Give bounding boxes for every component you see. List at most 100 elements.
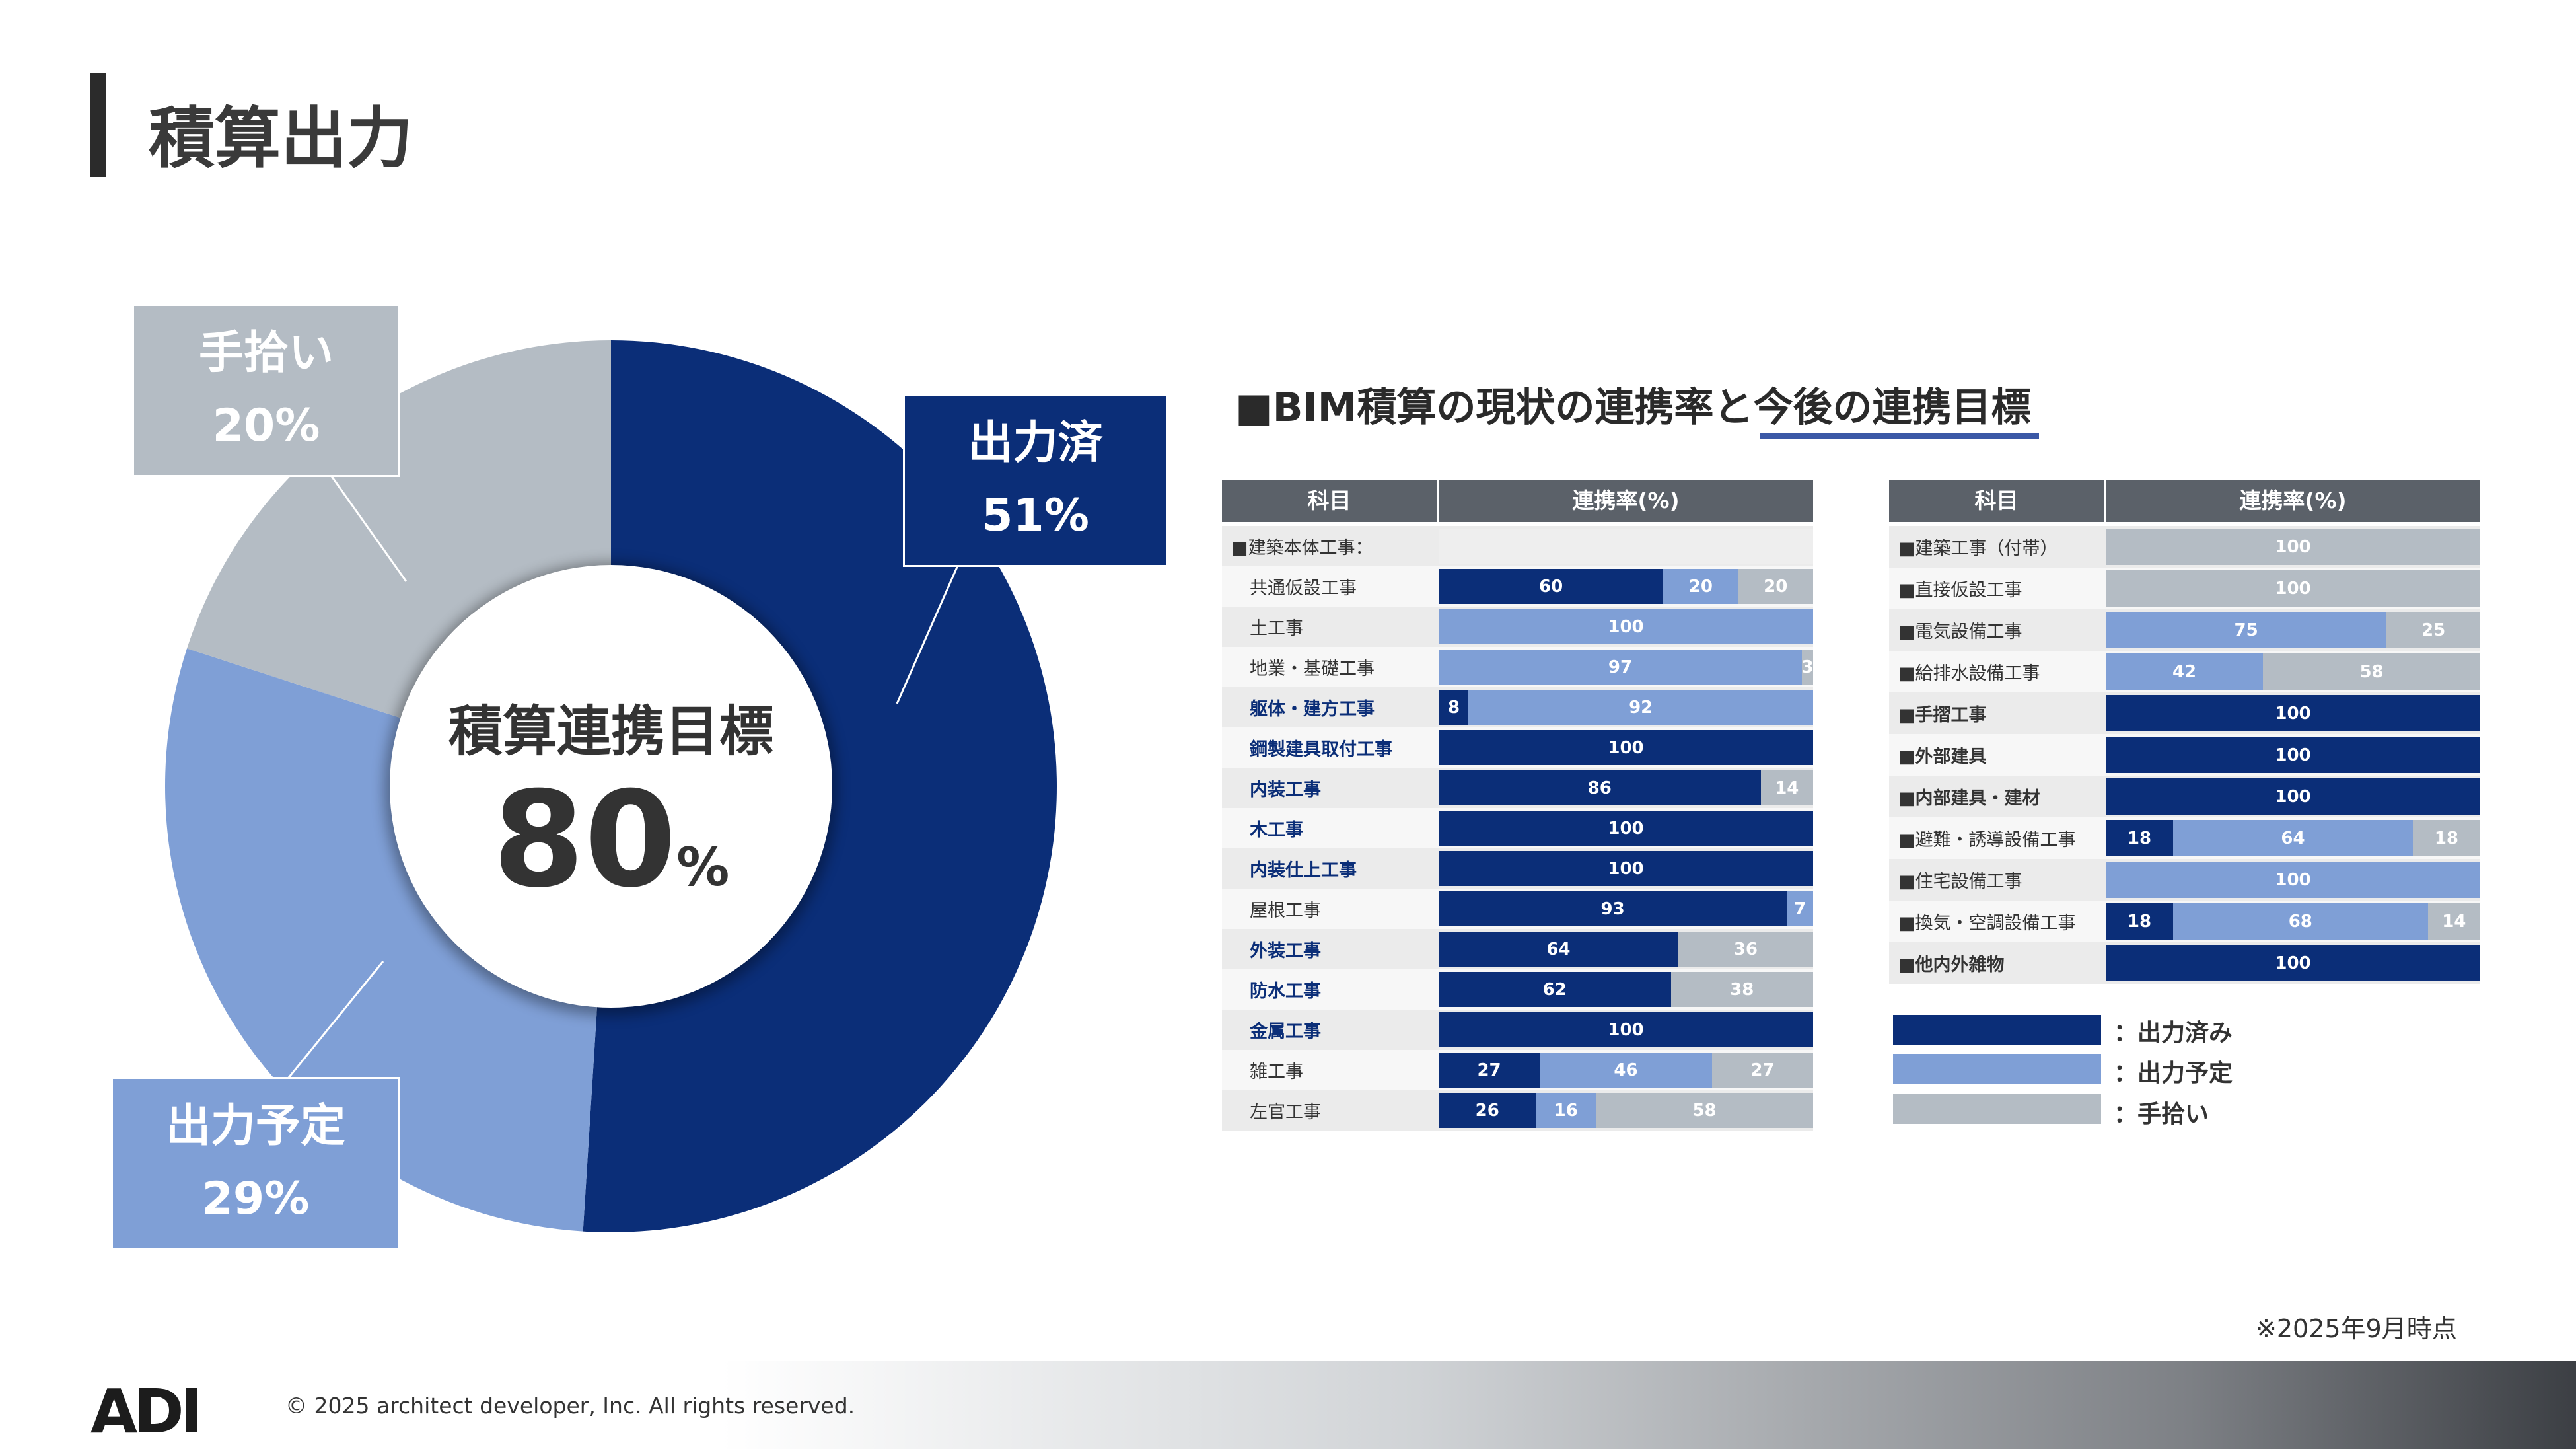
bar-segment-manual: 58 (2263, 653, 2480, 690)
bar-segment-done: 8 (1439, 690, 1469, 725)
stacked-bar: 86 14 (1439, 770, 1813, 805)
bar-segment-manual: 100 (2106, 570, 2480, 607)
table-row: 金属工事 100 (1222, 1010, 1813, 1050)
row-label: ■建築工事（付帯） (1898, 539, 2058, 559)
donut-center-value: 80% (380, 763, 842, 917)
table-row: ■住宅設備工事 100 (1889, 859, 2480, 901)
row-label: ■建築本体工事： (1231, 538, 1373, 558)
bar-segment-planned: 97 (1439, 650, 1802, 685)
company-logo: ADI (90, 1376, 203, 1447)
row-label: 土工事 (1250, 618, 1303, 639)
row-label: 金属工事 (1250, 1022, 1321, 1042)
title-accent-bar (90, 73, 106, 177)
stacked-bar: 100 (2106, 862, 2480, 898)
table-header: 科目 連携率(%) (1222, 480, 1813, 522)
legend-label-planned: ：出力予定 (2114, 1060, 2233, 1087)
bar-segment-planned: 42 (2106, 653, 2264, 690)
rate-table-left: 科目 連携率(%) ■建築本体工事： 共通仮設工事 60 20 20 土工事 100 地業・基… (1222, 480, 1813, 1131)
stacked-bar: 100 (1439, 730, 1813, 765)
bar-segment-done: 18 (2106, 820, 2174, 856)
stacked-bar: 18 64 18 (2106, 820, 2480, 856)
legend-swatch-planned (1893, 1054, 2101, 1084)
table-row: ■給排水設備工事 42 58 (1889, 651, 2480, 692)
bar-segment-done: 93 (1439, 891, 1787, 926)
row-label: ■避難・誘導設備工事 (1898, 830, 2076, 850)
bar-segment-manual: 3 (1801, 650, 1813, 685)
row-label: 雑工事 (1250, 1062, 1303, 1082)
bar-segment-planned: 64 (2173, 820, 2413, 856)
row-label: 内装工事 (1250, 780, 1321, 800)
bar-segment-done: 100 (2106, 945, 2480, 981)
header-subject: 科目 (1974, 488, 2019, 513)
leader-line-done (896, 554, 964, 704)
bar-segment-done: 86 (1439, 770, 1761, 805)
row-label: ■直接仮設工事 (1898, 580, 2022, 601)
bar-segment-done: 64 (1439, 932, 1678, 967)
bar-segment-done: 18 (2106, 903, 2174, 940)
bar-segment-manual: 38 (1670, 972, 1813, 1007)
header-subject: 科目 (1307, 488, 1351, 513)
callout-manual: 手拾い 20% (132, 304, 400, 477)
callout-done-pct: 51% (982, 490, 1089, 542)
rate-table-right: 科目 連携率(%) ■建築工事（付帯） 100 ■直接仮設工事 100 ■電気設備工事 7… (1889, 480, 2480, 984)
bar-segment-done: 100 (1439, 730, 1813, 765)
bar-segment-planned: 92 (1468, 690, 1813, 725)
stacked-bar: 100 (1439, 851, 1813, 886)
stacked-bar: 100 (2106, 945, 2480, 981)
donut-center-label: 積算連携目標 (448, 700, 773, 763)
heading-underline (1760, 433, 2039, 439)
table-row: 躯体・建方工事 8 92 (1222, 687, 1813, 727)
bar-segment-manual: 25 (2386, 612, 2480, 648)
stacked-bar: 64 36 (1439, 932, 1813, 967)
stacked-bar: 62 38 (1439, 972, 1813, 1007)
table-row: ■建築工事（付帯） 100 (1889, 526, 2480, 568)
stacked-bar: 97 3 (1439, 650, 1813, 685)
as-of-note: ※2025年9月時点 (2256, 1314, 2457, 1343)
stacked-bar: 75 25 (2106, 612, 2480, 648)
donut-center-unit: % (676, 836, 730, 898)
table-row: 共通仮設工事 60 20 20 (1222, 566, 1813, 607)
bar-segment-done: 60 (1439, 569, 1664, 604)
table-row: 内装工事 86 14 (1222, 768, 1813, 808)
table-row: 鋼製建具取付工事 100 (1222, 727, 1813, 768)
table-row: 屋根工事 93 7 (1222, 889, 1813, 929)
bar-segment-planned: 75 (2106, 612, 2387, 648)
bar-segment-manual: 14 (1760, 770, 1813, 805)
stacked-bar: 60 20 20 (1439, 569, 1813, 604)
bar-segment-planned: 100 (2106, 862, 2480, 898)
table-row: 内装仕上工事 100 (1222, 848, 1813, 889)
table-heading: ■BIM積算の現状の連携率と今後の連携目標 (1235, 375, 2030, 433)
stacked-bar: 100 (2106, 529, 2480, 565)
stacked-bar: 100 (1439, 1012, 1813, 1047)
row-label: 左官工事 (1250, 1102, 1321, 1123)
bar-segment-done: 27 (1439, 1053, 1540, 1088)
bar-segment-manual: 58 (1596, 1093, 1813, 1128)
bar-segment-planned: 100 (1439, 609, 1813, 644)
bar-segment-manual: 14 (2427, 903, 2480, 940)
table-heading-prefix: ■BIM積算の現状の連携率と (1235, 385, 1754, 431)
row-label: 共通仮設工事 (1250, 578, 1357, 599)
bar-segment-manual: 18 (2412, 820, 2480, 856)
table-row: ■直接仮設工事 100 (1889, 568, 2480, 609)
header-separator (2104, 480, 2106, 522)
bar-segment-planned: 20 (1663, 569, 1738, 604)
table-row: 木工事 100 (1222, 808, 1813, 848)
callout-planned-name: 出力予定 (165, 1100, 345, 1152)
footer-band (0, 1361, 2576, 1449)
table-row: ■換気・空調設備工事 18 68 14 (1889, 901, 2480, 942)
bar-segment-manual: 36 (1678, 932, 1813, 967)
table-row: 地業・基礎工事 97 3 (1222, 647, 1813, 687)
row-label: 外装工事 (1250, 941, 1321, 961)
callout-planned-pct: 29% (201, 1173, 310, 1226)
stacked-bar: 100 (2106, 737, 2480, 773)
legend-label-manual: ：手拾い (2114, 1101, 2209, 1128)
group-row-blank (1439, 529, 1813, 564)
stacked-bar: 26 16 58 (1439, 1093, 1813, 1128)
table-row: 防水工事 62 38 (1222, 969, 1813, 1010)
bar-segment-manual: 20 (1738, 569, 1813, 604)
row-label: 内装仕上工事 (1250, 860, 1357, 881)
header-rate: 連携率(%) (2239, 488, 2347, 513)
header-separator (1437, 480, 1439, 522)
row-label: 地業・基礎工事 (1250, 659, 1375, 679)
table-row: ■電気設備工事 75 25 (1889, 609, 2480, 651)
